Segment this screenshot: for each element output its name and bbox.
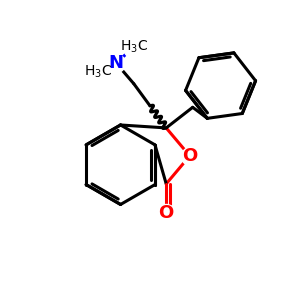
Text: H$_3$C: H$_3$C xyxy=(84,64,112,80)
Text: O: O xyxy=(159,204,174,222)
Text: N: N xyxy=(109,54,124,72)
Text: O: O xyxy=(182,147,197,165)
Text: H$_3$C: H$_3$C xyxy=(120,39,148,55)
